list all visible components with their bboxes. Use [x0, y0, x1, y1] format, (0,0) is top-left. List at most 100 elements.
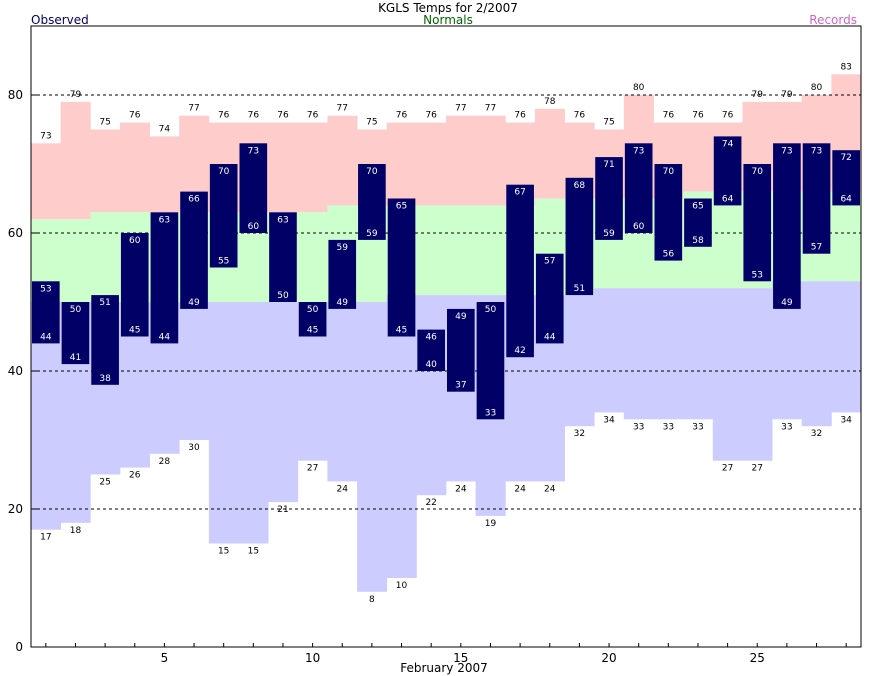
- record-low-label-day-6: 30: [188, 443, 200, 453]
- record-band-day-1: [31, 143, 62, 220]
- observed-bar-day-10: [298, 302, 327, 337]
- record-low-label-day-26: 33: [781, 422, 792, 432]
- observed-high-label-day-20: 71: [603, 160, 614, 170]
- observed-bar-day-22: [654, 164, 683, 261]
- normal-band-day-24: [712, 191, 743, 289]
- record-band-day-3: [90, 129, 121, 213]
- observed-high-label-day-4: 60: [129, 236, 141, 246]
- observed-bar-day-17: [506, 184, 534, 358]
- observed-low-label-day-8: 60: [248, 222, 260, 232]
- x-tick-label-15: 15: [453, 651, 468, 665]
- y-tick-label-60: 60: [8, 226, 23, 240]
- legend-observed: Observed: [31, 13, 89, 27]
- observed-bar-day-27: [802, 143, 831, 254]
- record-low-label-day-5: 28: [159, 457, 171, 467]
- record-low-label-day-12: 8: [369, 595, 375, 605]
- record-low-label-day-14: 22: [425, 498, 436, 508]
- observed-bar-day-23: [684, 198, 712, 247]
- record-low-label-day-24: 27: [722, 464, 733, 474]
- observed-low-label-day-10: 45: [307, 326, 318, 336]
- x-tick-label-20: 20: [601, 651, 616, 665]
- observed-high-label-day-22: 70: [663, 167, 675, 177]
- observed-bar-day-8: [239, 143, 268, 233]
- record-low-label-day-1: 17: [40, 533, 51, 543]
- below-normal-band-day-21: [623, 288, 654, 420]
- x-axis: 5 10 15 20 25: [45, 643, 847, 665]
- observed-high-label-day-16: 50: [485, 305, 497, 315]
- record-low-label-day-10: 27: [307, 464, 318, 474]
- observed-bar-day-16: [476, 302, 505, 420]
- observed-low-label-day-27: 57: [811, 243, 822, 253]
- observed-high-label-day-9: 63: [277, 215, 288, 225]
- record-high-label-day-19: 76: [574, 111, 586, 121]
- observed-low-label-day-5: 44: [159, 332, 171, 342]
- observed-high-label-day-23: 65: [692, 202, 703, 212]
- observed-high-label-day-12: 70: [366, 167, 378, 177]
- observed-high-label-day-15: 49: [455, 312, 467, 322]
- plot-frame: [30, 25, 862, 648]
- observed-high-label-day-11: 59: [337, 243, 349, 253]
- below-normal-band-day-22: [653, 288, 684, 420]
- observed-low-label-day-6: 49: [188, 298, 200, 308]
- record-band-day-15: [446, 115, 477, 206]
- observed-high-label-day-27: 73: [811, 146, 822, 156]
- observed-high-label-day-21: 73: [633, 146, 644, 156]
- observed-low-label-day-16: 33: [485, 408, 496, 418]
- x-tick-label-10: 10: [305, 651, 320, 665]
- y-tick-label-40: 40: [8, 364, 23, 378]
- legend-normals: Normals: [423, 13, 473, 27]
- record-high-label-day-2: 79: [70, 90, 82, 100]
- y-tick-label-80: 80: [8, 88, 23, 102]
- observed-high-label-day-18: 57: [544, 257, 555, 267]
- observed-low-label-day-1: 44: [40, 332, 52, 342]
- record-high-label-day-26: 79: [781, 90, 793, 100]
- observed-low-label-day-11: 49: [337, 298, 349, 308]
- observed-low-label-day-20: 59: [603, 229, 615, 239]
- record-high-label-day-21: 80: [633, 83, 645, 93]
- record-low-label-day-8: 15: [248, 547, 259, 557]
- normal-band-day-14: [416, 205, 447, 296]
- observed-low-label-day-26: 49: [781, 298, 793, 308]
- observed-low-label-day-2: 41: [70, 353, 81, 363]
- observed-bar-day-25: [743, 164, 772, 282]
- record-high-label-day-22: 76: [663, 111, 675, 121]
- x-tick-label-5: 5: [161, 651, 169, 665]
- observed-bar-day-19: [565, 177, 594, 296]
- below-normal-band-day-7: [208, 302, 239, 544]
- record-low-label-day-7: 15: [218, 547, 229, 557]
- observed-bar-day-9: [269, 212, 297, 302]
- observed-high-label-day-28: 72: [840, 153, 851, 163]
- observed-bar-day-20: [595, 157, 623, 240]
- record-low-label-day-18: 24: [544, 484, 556, 494]
- observed-bar-day-13: [387, 198, 416, 337]
- record-high-label-day-3: 75: [99, 118, 110, 128]
- observed-low-label-day-7: 55: [218, 257, 229, 267]
- record-high-label-day-12: 75: [366, 118, 377, 128]
- record-low-label-day-13: 10: [396, 581, 408, 591]
- record-low-label-day-15: 24: [455, 484, 467, 494]
- observed-low-label-day-21: 60: [633, 222, 645, 232]
- observed-low-label-day-4: 45: [129, 326, 140, 336]
- observed-bar-day-26: [773, 143, 801, 309]
- observed-low-label-day-13: 45: [396, 326, 407, 336]
- record-low-label-day-23: 33: [692, 422, 703, 432]
- record-band-day-5: [149, 136, 180, 213]
- record-high-label-day-14: 76: [425, 111, 437, 121]
- record-low-label-day-17: 24: [514, 484, 526, 494]
- below-normal-band-day-27: [801, 281, 832, 427]
- record-low-label-day-20: 34: [603, 415, 615, 425]
- record-band-day-14: [416, 122, 447, 206]
- observed-bars-layer: [32, 136, 860, 420]
- normal-band-day-16: [475, 205, 506, 296]
- below-normal-band-day-24: [712, 288, 743, 461]
- record-low-label-day-28: 34: [840, 415, 852, 425]
- below-normal-band-day-23: [683, 288, 714, 420]
- observed-bar-day-3: [91, 295, 119, 385]
- normal-band-day-15: [446, 205, 477, 296]
- record-band-day-4: [119, 122, 150, 213]
- record-low-label-day-19: 32: [574, 429, 585, 439]
- observed-high-label-day-6: 66: [188, 195, 200, 205]
- observed-high-label-day-14: 46: [425, 333, 437, 343]
- observed-high-label-day-3: 51: [99, 298, 110, 308]
